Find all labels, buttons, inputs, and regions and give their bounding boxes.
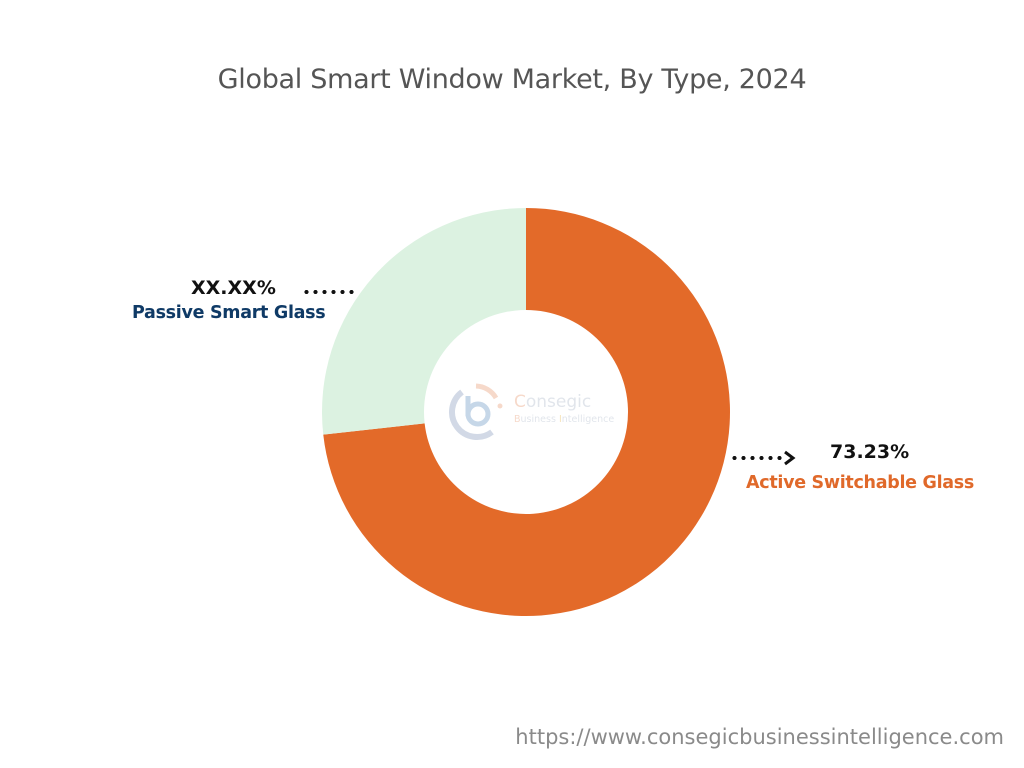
passive-category-label: Passive Smart Glass xyxy=(132,303,326,323)
watermark-logo: Consegic Business Intelligence xyxy=(448,382,618,442)
chart-title: Global Smart Window Market, By Type, 202… xyxy=(217,64,807,95)
active-leader-line xyxy=(730,456,786,460)
consegic-logo-icon xyxy=(449,383,503,440)
passive-leader-line xyxy=(302,290,358,294)
passive-percent-label: XX.XX% xyxy=(191,277,276,299)
watermark-tagline: Business Intelligence xyxy=(514,414,615,425)
active-category-label: Active Switchable Glass xyxy=(746,473,975,493)
segment-active-switchable-glass xyxy=(323,208,730,616)
source-url: https://www.consegicbusinessintelligence… xyxy=(515,725,1004,749)
arrow-head-icon xyxy=(784,450,796,466)
segment-passive-smart-glass xyxy=(322,208,526,435)
watermark-brand: Consegic xyxy=(514,392,592,412)
active-percent-label: 73.23% xyxy=(830,441,910,463)
